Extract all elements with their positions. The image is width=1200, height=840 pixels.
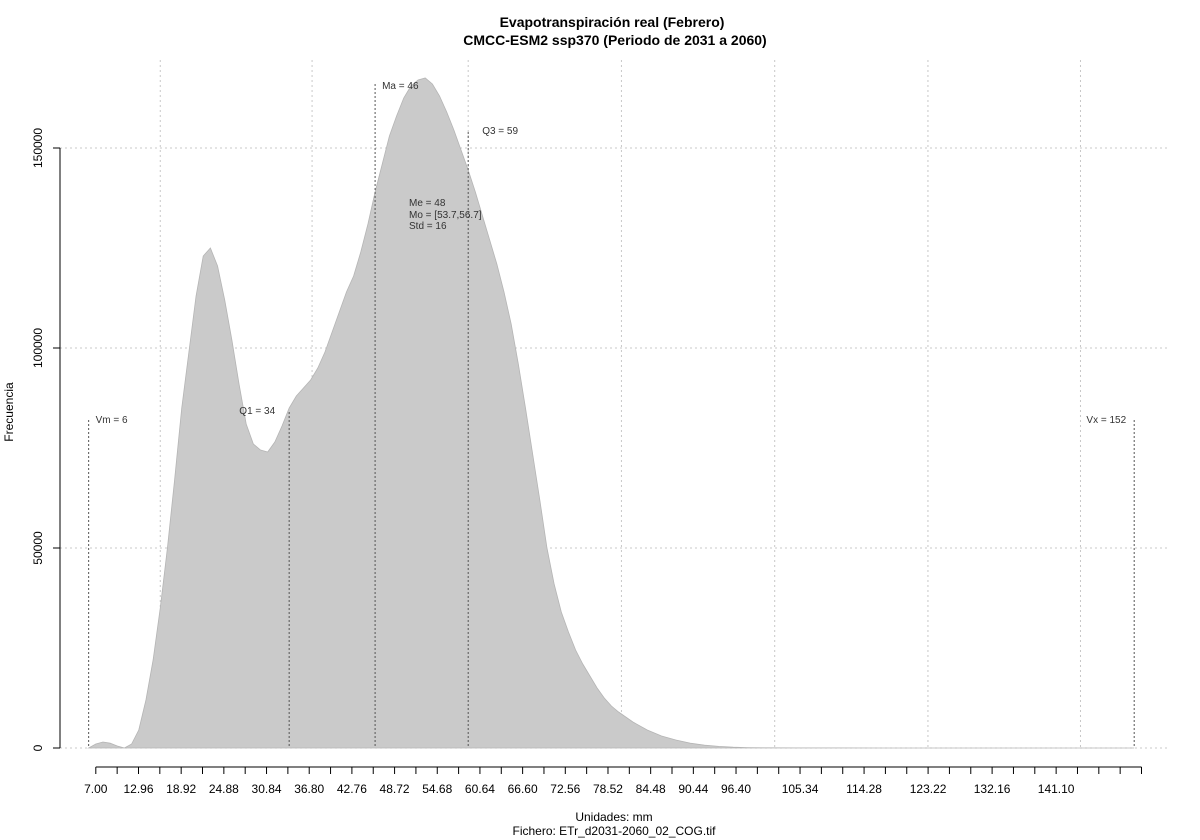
stat-median: Me = 48 [409, 198, 446, 209]
x-tick-label-14: 90.44 [678, 782, 708, 796]
x-tick-label-19: 132.16 [974, 782, 1011, 796]
x-tick-label-13: 84.48 [636, 782, 666, 796]
stat-labels: Vm = 6 Q1 = 34 Ma = 46 Q3 = 59 Vx = 152 [96, 81, 1127, 426]
stats-box: Me = 48 Mo = [53.7,56.7] Std = 16 [409, 198, 482, 232]
x-tick-label-9: 60.64 [465, 782, 495, 796]
stat-lines [88, 84, 1135, 748]
y-tick-label-0: 0 [31, 744, 45, 751]
stat-label-4: Vx = 152 [1086, 415, 1126, 426]
stat-label-2: Ma = 46 [382, 81, 419, 92]
y-axis-label: Frecuencia [2, 382, 16, 442]
x-tick-label-16: 105.34 [782, 782, 819, 796]
stat-mode: Mo = [53.7,56.7] [409, 210, 482, 221]
stat-label-0: Vm = 6 [96, 415, 128, 426]
y-tick-label-1: 50000 [31, 531, 45, 565]
y-tick-label-2: 100000 [31, 328, 45, 368]
x-tick-label-4: 30.84 [252, 782, 282, 796]
x-tick-label-18: 123.22 [910, 782, 947, 796]
x-tick-label-2: 18.92 [166, 782, 196, 796]
x-tick-label-6: 42.76 [337, 782, 367, 796]
footer-filename: Fichero: ETr_d2031-2060_02_COG.tif [513, 824, 717, 838]
x-tick-label-17: 114.28 [846, 782, 882, 796]
chart-subtitle: CMCC-ESM2 ssp370 (Periodo de 2031 a 2060… [463, 32, 766, 48]
stat-label-1: Q1 = 34 [239, 406, 275, 417]
x-axis-label: Unidades: mm [575, 810, 652, 824]
stat-label-3: Q3 = 59 [482, 126, 518, 137]
y-tick-label-3: 150000 [31, 128, 45, 168]
x-tick-label-7: 48.72 [380, 782, 410, 796]
chart-title: Evapotranspiración real (Febrero) [500, 14, 725, 30]
x-axis: 7.00 12.96 18.92 24.88 30.84 36.80 42.76 48.72 5… [84, 766, 1142, 796]
density-area [87, 77, 1135, 749]
x-tick-label-3: 24.88 [209, 782, 239, 796]
x-tick-label-12: 78.52 [593, 782, 623, 796]
x-tick-label-11: 72.56 [550, 782, 580, 796]
x-tick-label-15: 96.40 [721, 782, 751, 796]
x-tick-label-0: 7.00 [84, 782, 108, 796]
x-tick-label-5: 36.80 [294, 782, 324, 796]
x-tick-label-1: 12.96 [123, 782, 153, 796]
x-tick-label-20: 141.10 [1038, 782, 1075, 796]
x-tick-label-10: 66.60 [508, 782, 538, 796]
x-tick-label-8: 54.68 [422, 782, 452, 796]
y-axis: 0 50000 100000 150000 [31, 128, 61, 751]
stat-std: Std = 16 [409, 221, 447, 232]
